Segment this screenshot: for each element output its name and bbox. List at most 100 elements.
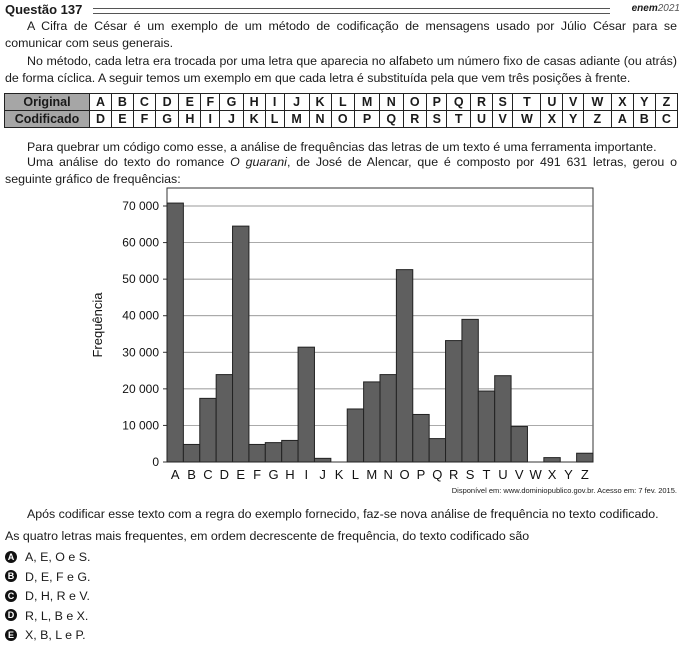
- x-tick-label: R: [449, 467, 458, 482]
- x-tick-label: T: [483, 467, 491, 482]
- option-letter-badge: E: [5, 628, 17, 641]
- x-tick-label: J: [319, 467, 326, 482]
- x-tick-label: L: [352, 467, 359, 482]
- bar-q: [428, 438, 447, 463]
- bar-u: [494, 375, 512, 463]
- option-text: R, L, B e X.: [25, 608, 89, 623]
- question-header: Questão 137 enem2021: [5, 2, 680, 18]
- bar-g: [264, 442, 283, 463]
- enem-logo: enem2021: [632, 3, 680, 14]
- paragraph-3: Para quebrar um código como esse, a anál…: [27, 140, 657, 154]
- paragraph-4: Uma análise do texto do romance O guaran…: [5, 154, 677, 188]
- x-tick-label: Q: [432, 467, 442, 482]
- paragraph-1: A Cifra de César é um exemplo de um méto…: [5, 19, 677, 50]
- bar-v: [510, 426, 528, 463]
- bar-p: [412, 413, 430, 463]
- x-tick-label: B: [187, 467, 196, 482]
- original-label: Original: [4, 93, 90, 111]
- option-letter-badge: C: [5, 589, 17, 602]
- y-tick-label: 10 000: [122, 418, 159, 432]
- bar-o: [395, 269, 414, 463]
- x-tick-label: Y: [564, 467, 573, 482]
- cipher-cell-coded: K: [242, 110, 266, 128]
- option-letter-badge: A: [5, 550, 17, 563]
- bar-m: [363, 381, 381, 463]
- bar-x: [543, 457, 561, 463]
- cipher-cell-coded: W: [512, 110, 542, 128]
- bar-a: [166, 202, 184, 463]
- y-tick-label: 30 000: [122, 345, 159, 359]
- cipher-cell-coded: N: [308, 110, 332, 128]
- option-letter-badge: B: [5, 570, 17, 583]
- novel-title: O guarani: [230, 155, 287, 169]
- x-tick-label: M: [366, 467, 377, 482]
- y-axis-label: Frequência: [90, 292, 105, 358]
- cipher-cell-coded: S: [426, 110, 448, 128]
- cipher-cell-coded: E: [110, 110, 134, 128]
- cipher-cell-coded: U: [469, 110, 493, 128]
- x-tick-label: E: [236, 467, 245, 482]
- paragraph-6: As quatro letras mais frequentes, em ord…: [5, 529, 530, 543]
- paragraph-2: No método, cada letra era trocada por um…: [5, 54, 677, 85]
- bar-f: [248, 443, 266, 463]
- bar-b: [182, 443, 201, 463]
- bar-h: [281, 439, 299, 463]
- x-tick-label: U: [498, 467, 507, 482]
- x-tick-label: G: [268, 467, 278, 482]
- cipher-cell-coded: A: [610, 110, 634, 128]
- bar-i: [297, 346, 315, 463]
- x-tick-label: S: [466, 467, 475, 482]
- source-note: Disponível em: www.dominiopublico.gov.br…: [451, 486, 677, 495]
- x-tick-label: X: [548, 467, 557, 482]
- option-a[interactable]: A A, E, O e S.: [5, 549, 90, 565]
- option-text: D, E, F e G.: [25, 569, 91, 584]
- x-tick-label: V: [515, 467, 524, 482]
- option-b[interactable]: B D, E, F e G.: [5, 569, 90, 585]
- cipher-cell-coded: V: [491, 110, 514, 128]
- y-tick-label: 60 000: [122, 236, 159, 250]
- logo-text: enem: [631, 3, 658, 14]
- cipher-cell-coded: I: [200, 110, 221, 128]
- option-e[interactable]: E X, B, L e P.: [5, 627, 86, 643]
- paragraph-4-start: Uma análise do texto do romance: [27, 155, 231, 169]
- option-d[interactable]: D R, L, B e X.: [5, 608, 88, 624]
- x-tick-label: K: [335, 467, 344, 482]
- question-title: Questão 137: [5, 2, 83, 17]
- x-tick-label: I: [304, 467, 308, 482]
- bar-s: [461, 318, 479, 463]
- x-tick-label: O: [400, 467, 410, 482]
- cipher-cell-coded: M: [283, 110, 310, 128]
- option-letter-badge: D: [5, 609, 17, 622]
- cipher-cell-coded: Q: [379, 110, 404, 128]
- bar-d: [215, 374, 234, 463]
- option-text: X, B, L e P.: [25, 628, 86, 642]
- option-c[interactable]: C D, H, R e V.: [5, 588, 90, 604]
- header-rule: [93, 8, 610, 14]
- paragraph-4-end: , de José de Alencar, que é composto por…: [5, 155, 677, 186]
- bar-n: [379, 374, 397, 463]
- logo-year: 2021: [657, 3, 680, 14]
- x-tick-label: D: [220, 467, 229, 482]
- x-tick-label: H: [285, 467, 294, 482]
- frequency-chart: 0 10 000 20 000 30 000 40 000 50 000 60 000 70 …: [90, 187, 594, 482]
- y-tick-label: 20 000: [122, 382, 159, 396]
- bar-j: [313, 457, 332, 463]
- cipher-cell-coded: Z: [582, 110, 612, 128]
- x-tick-label: C: [203, 467, 212, 482]
- cipher-cell-coded: H: [178, 110, 202, 128]
- y-tick-label: 0: [152, 455, 159, 469]
- x-tick-label: A: [171, 467, 180, 482]
- y-tick-label: 50 000: [122, 272, 159, 286]
- bar-t: [477, 390, 496, 463]
- x-tick-label: W: [530, 467, 543, 482]
- cipher-cell-coded: C: [654, 110, 679, 128]
- option-text: D, H, R e V.: [25, 589, 90, 603]
- bar-r: [445, 340, 463, 463]
- bar-e: [232, 225, 250, 463]
- bar-l: [346, 408, 365, 463]
- cipher-cell-coded: Y: [562, 110, 584, 128]
- option-text: A, E, O e S.: [25, 550, 91, 564]
